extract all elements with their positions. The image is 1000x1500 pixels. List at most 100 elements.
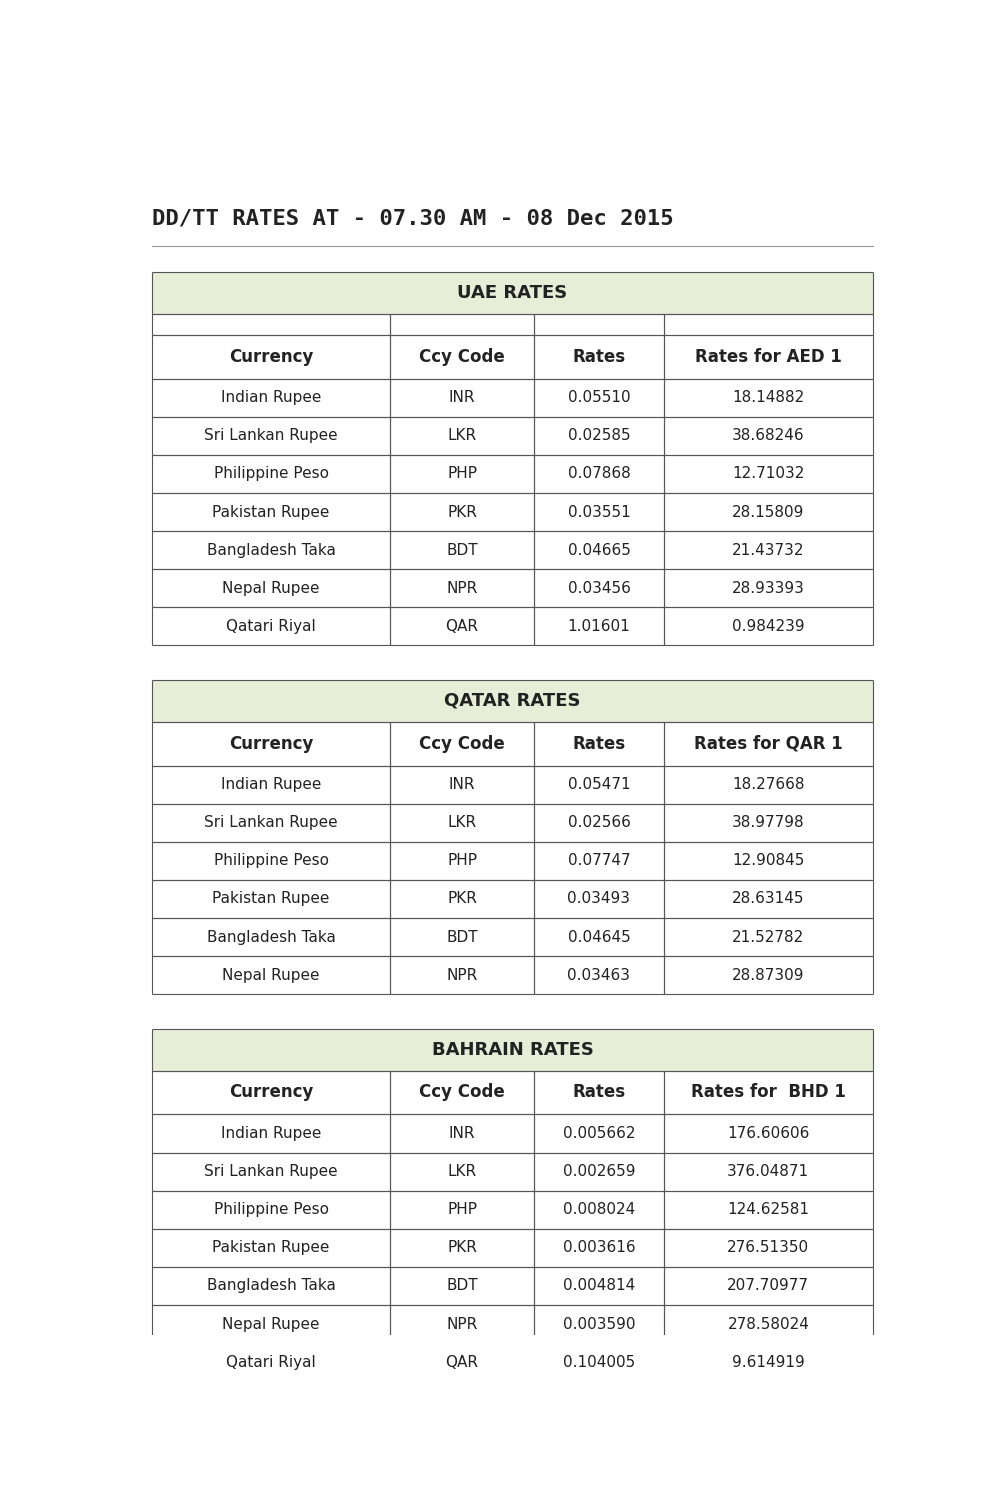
Bar <box>390 765 534 804</box>
Text: 28.15809: 28.15809 <box>732 504 805 519</box>
Bar <box>534 334 664 378</box>
Text: BDT: BDT <box>446 543 478 558</box>
Text: Ccy Code: Ccy Code <box>419 1083 505 1101</box>
Bar <box>534 378 664 417</box>
Bar <box>390 1071 534 1114</box>
Bar <box>664 1071 873 1114</box>
Bar <box>534 1305 664 1342</box>
Bar <box>152 531 390 568</box>
Text: 0.05471: 0.05471 <box>568 777 630 792</box>
Bar <box>152 1305 390 1342</box>
Bar <box>152 722 390 765</box>
Bar <box>152 1114 390 1152</box>
Text: 0.003616: 0.003616 <box>563 1240 635 1256</box>
Text: 0.05510: 0.05510 <box>568 390 630 405</box>
Text: Sri Lankan Rupee: Sri Lankan Rupee <box>204 429 338 444</box>
Text: 0.02566: 0.02566 <box>568 816 630 831</box>
Bar <box>664 378 873 417</box>
Bar <box>390 378 534 417</box>
Text: QAR: QAR <box>446 1354 479 1370</box>
Bar <box>664 608 873 645</box>
Text: BDT: BDT <box>446 1278 478 1293</box>
Text: PHP: PHP <box>447 853 477 868</box>
Bar <box>390 1228 534 1268</box>
Text: 38.68246: 38.68246 <box>732 429 805 444</box>
Text: 0.03493: 0.03493 <box>567 891 630 906</box>
Bar <box>390 1152 534 1191</box>
Text: NPR: NPR <box>446 1317 478 1332</box>
Bar <box>390 334 534 378</box>
Bar <box>152 765 390 804</box>
Bar <box>152 1152 390 1191</box>
Bar <box>664 1342 873 1382</box>
Text: 0.07747: 0.07747 <box>568 853 630 868</box>
Text: 0.004814: 0.004814 <box>563 1278 635 1293</box>
Text: 278.58024: 278.58024 <box>727 1317 809 1332</box>
Bar <box>390 918 534 956</box>
Bar <box>390 1342 534 1382</box>
Bar <box>534 1342 664 1382</box>
Bar <box>152 956 390 994</box>
Text: Pakistan Rupee: Pakistan Rupee <box>212 1240 330 1256</box>
Bar <box>390 842 534 880</box>
Bar <box>664 531 873 568</box>
Text: Philippine Peso: Philippine Peso <box>214 1202 329 1216</box>
Bar <box>664 1268 873 1305</box>
Bar <box>664 454 873 494</box>
Text: Pakistan Rupee: Pakistan Rupee <box>212 504 330 519</box>
Bar <box>390 1191 534 1228</box>
Bar <box>664 842 873 880</box>
Bar <box>390 956 534 994</box>
Bar <box>534 1268 664 1305</box>
Bar <box>152 273 873 314</box>
Bar <box>664 314 873 334</box>
Text: 176.60606: 176.60606 <box>727 1126 810 1142</box>
Text: PKR: PKR <box>447 504 477 519</box>
Text: Bangladesh Taka: Bangladesh Taka <box>207 1278 335 1293</box>
Text: 207.70977: 207.70977 <box>727 1278 809 1293</box>
Text: Indian Rupee: Indian Rupee <box>221 390 321 405</box>
Bar <box>390 531 534 568</box>
Text: Nepal Rupee: Nepal Rupee <box>222 1317 320 1332</box>
Text: 12.90845: 12.90845 <box>732 853 805 868</box>
Bar <box>534 842 664 880</box>
Text: 18.14882: 18.14882 <box>732 390 804 405</box>
Text: 9.614919: 9.614919 <box>732 1354 805 1370</box>
Bar <box>152 1342 390 1382</box>
Text: 0.04665: 0.04665 <box>568 543 630 558</box>
Text: 376.04871: 376.04871 <box>727 1164 809 1179</box>
Text: INR: INR <box>449 777 475 792</box>
Text: Philippine Peso: Philippine Peso <box>214 853 329 868</box>
Bar <box>390 608 534 645</box>
Text: 0.03551: 0.03551 <box>568 504 630 519</box>
Bar <box>152 334 390 378</box>
Text: Rates for  BHD 1: Rates for BHD 1 <box>691 1083 846 1101</box>
Text: Currency: Currency <box>229 735 313 753</box>
Bar <box>664 1305 873 1342</box>
Text: Sri Lankan Rupee: Sri Lankan Rupee <box>204 816 338 831</box>
Text: Nepal Rupee: Nepal Rupee <box>222 968 320 982</box>
Text: Currency: Currency <box>229 348 313 366</box>
Text: Pakistan Rupee: Pakistan Rupee <box>212 891 330 906</box>
Text: DD/TT RATES AT - 07.30 AM - 08 Dec 2015: DD/TT RATES AT - 07.30 AM - 08 Dec 2015 <box>152 209 674 230</box>
Bar <box>664 1114 873 1152</box>
Bar <box>664 880 873 918</box>
Text: Rates: Rates <box>572 1083 626 1101</box>
Bar <box>534 1071 664 1114</box>
Text: LKR: LKR <box>447 429 477 444</box>
Text: 0.04645: 0.04645 <box>568 930 630 945</box>
Text: LKR: LKR <box>447 1164 477 1179</box>
Bar <box>152 1228 390 1268</box>
Text: 0.008024: 0.008024 <box>563 1202 635 1216</box>
Text: 38.97798: 38.97798 <box>732 816 805 831</box>
Text: INR: INR <box>449 390 475 405</box>
Bar <box>664 494 873 531</box>
Text: 1.01601: 1.01601 <box>568 620 630 634</box>
Bar <box>534 1191 664 1228</box>
Bar <box>664 765 873 804</box>
Bar <box>534 531 664 568</box>
Text: 28.87309: 28.87309 <box>732 968 805 982</box>
Text: INR: INR <box>449 1126 475 1142</box>
Text: Rates for AED 1: Rates for AED 1 <box>695 348 842 366</box>
Text: 276.51350: 276.51350 <box>727 1240 809 1256</box>
